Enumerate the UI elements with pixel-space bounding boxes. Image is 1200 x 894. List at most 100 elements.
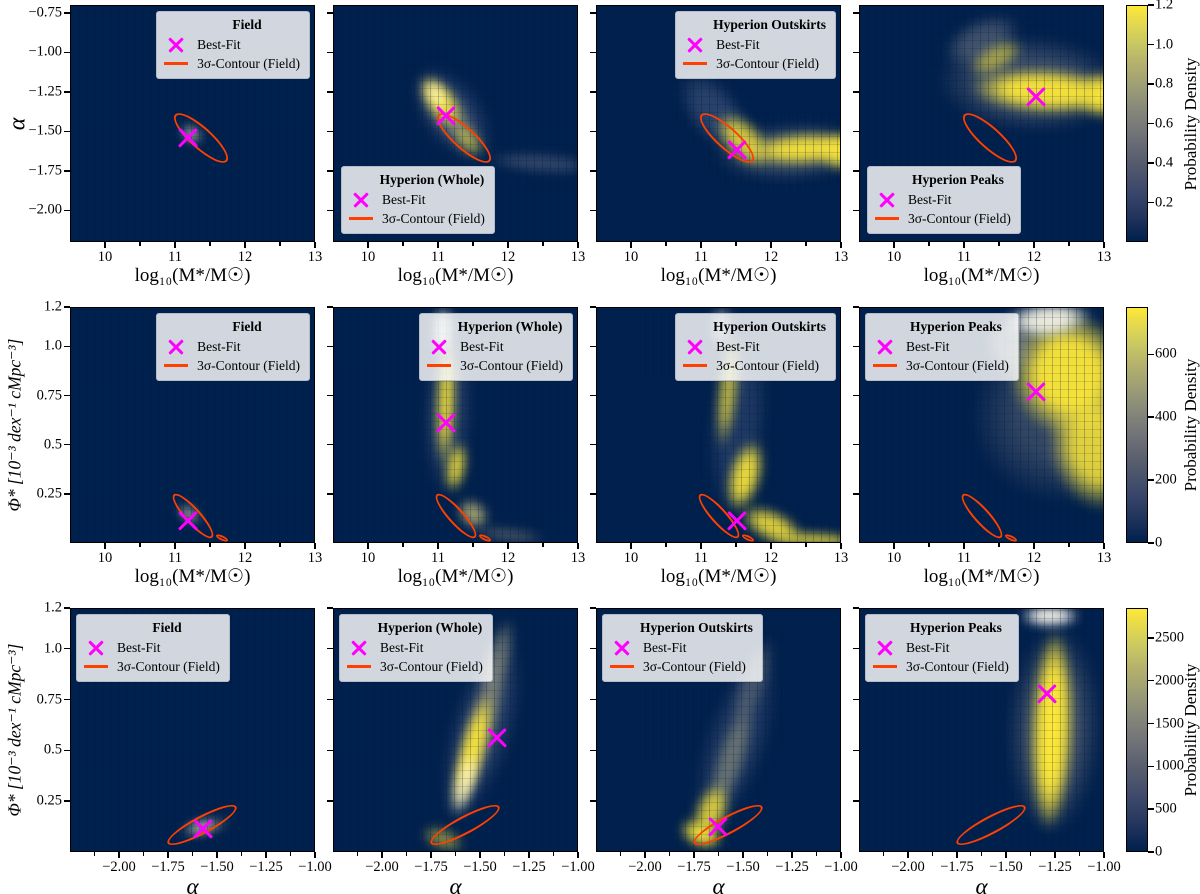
x-tick-mark [437,242,439,248]
y-tick-mark [590,306,596,308]
y-tick-mark [327,698,333,701]
x-tick-mark [840,852,842,858]
legend-label-contour: 3σ-Contour (Field) [460,358,563,373]
y-tick-label: −1.00 [28,43,62,60]
legend-entry-contour: 3σ-Contour (Field) [427,356,563,375]
y-tick-mark [590,345,596,348]
best-fit-marker [1025,381,1047,403]
y-tick-mark [64,800,70,802]
x-minor-tick-mark [735,543,737,547]
x-tick-mark [963,543,965,549]
colorbar [1126,307,1148,543]
contour-icon-wrap [683,364,708,367]
y-tick-mark [327,607,333,609]
x-tick-mark [314,543,316,549]
x-tick-mark [577,242,579,248]
x-tick-mark [770,242,772,248]
y-tick-mark [590,749,596,752]
legend-entry-best-fit: Best-Fit [683,35,826,54]
heatmap-panel-r1p2: Hyperion (Whole) Best-Fit 3σ-Contour (Fiel… [333,5,578,242]
best-fit-x-icon [687,338,704,355]
density-glow [1009,609,1090,632]
x-tick-mark [770,543,772,549]
best-fit-x-icon [351,639,368,656]
legend-label-best-fit: Best-Fit [906,640,950,655]
colorbar-tick-label: 1.0 [1155,36,1174,52]
x-tick-label: 13 [1096,550,1112,566]
x-tick-label: 10 [886,249,902,265]
colorbar-tick-label: 2500 [1155,629,1184,646]
colorbar-tick-mark [1148,765,1154,768]
best-fit-icon-wrap [873,338,897,355]
best-fit-marker [177,510,199,532]
heatmap-panel-r2p4: Hyperion Peaks Best-Fit 3σ-Contour (Field) [859,307,1104,543]
x-tick-label: 12 [237,249,253,265]
x-axis-label: α [975,874,988,894]
x-tick-label: 13 [570,550,586,566]
contour-icon-wrap [84,665,108,668]
x-tick-mark [381,852,383,858]
best-fit-x-icon [88,639,105,656]
best-fit-x-icon [168,36,185,53]
y-tick-mark [590,800,596,802]
x-tick-mark [742,852,744,858]
x-minor-tick-mark [93,852,96,856]
legend-box: Hyperion (Whole) Best-Fit 3σ-Contour (Fiel… [339,614,493,682]
x-tick-label: −1.75 [151,859,185,875]
y-tick-mark [853,647,859,650]
x-tick-label: 10 [623,249,639,265]
legend-label-best-fit: Best-Fit [382,192,426,207]
legend-title: Hyperion Outskirts [713,319,826,334]
x-minor-tick-mark [665,242,667,246]
heatmap-panel-r3p1: Field Best-Fit 3σ-Contour (Field) [70,608,315,852]
y-tick-mark [853,394,859,397]
legend-entry-best-fit: Best-Fit [683,337,826,356]
colorbar [1126,608,1148,852]
y-tick-mark [64,443,70,446]
x-tick-label: 12 [237,550,253,566]
legend-label-best-fit: Best-Fit [460,339,504,354]
x-axis-label: log₁₀(M*/M☉) [660,265,777,286]
best-fit-icon-wrap [427,338,451,355]
x-tick-label: 13 [1096,249,1112,265]
heatmap-panel-r1p4: Hyperion Peaks Best-Fit 3σ-Contour (Field) [859,5,1104,242]
y-tick-label: 1.0 [43,640,62,657]
legend-entry-contour: 3σ-Contour (Field) [873,356,1009,375]
x-tick-mark [1033,242,1035,248]
x-tick-label: −1.00 [561,859,595,875]
x-minor-tick-mark [472,543,474,547]
legend-label-best-fit: Best-Fit [908,192,952,207]
x-tick-mark [244,543,246,549]
x-tick-label: 11 [957,249,971,265]
x-tick-mark [630,242,632,248]
legend-entry-best-fit: Best-Fit [349,190,485,209]
x-tick-mark [1054,852,1056,858]
x-tick-label: 11 [431,550,445,566]
contour-icon-wrap [873,364,897,367]
x-minor-tick-mark [717,852,720,856]
colorbar-tick-mark [1148,680,1154,682]
y-tick-mark [64,493,70,495]
colorbar [1126,5,1148,242]
x-axis-label: log₁₀(M*/M☉) [134,566,251,587]
colorbar-tick-mark [1148,542,1154,544]
y-tick-mark [590,394,596,397]
x-minor-tick-mark [279,242,281,246]
contour-line-icon [683,364,708,367]
y-tick-mark [590,607,596,609]
colorbar-tick-mark [1148,162,1154,164]
x-tick-label: 12 [500,550,516,566]
legend-entry-contour: 3σ-Contour (Field) [164,54,300,73]
x-tick-mark [840,242,842,248]
y-tick-label: 1.2 [43,599,62,616]
x-tick-mark [367,543,369,549]
legend-title: Hyperion (Whole) [379,172,485,187]
best-fit-x-icon [168,338,185,355]
y-tick-mark [590,91,596,93]
contour-icon-wrap [683,62,708,65]
legend-box: Hyperion Outskirts Best-Fit 3σ-Contour (Fi… [602,614,763,682]
x-minor-tick-mark [1068,543,1070,547]
y-tick-mark [853,12,859,14]
best-fit-marker [435,412,457,434]
x-tick-label: −2.00 [891,859,925,875]
